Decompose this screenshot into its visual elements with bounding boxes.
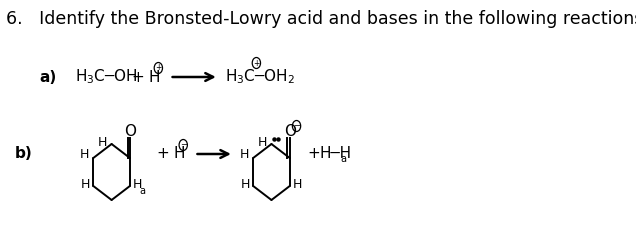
Text: +: + bbox=[155, 64, 162, 73]
Text: H: H bbox=[174, 146, 185, 162]
Text: +: + bbox=[308, 146, 321, 162]
Text: H: H bbox=[98, 136, 107, 148]
Text: H: H bbox=[149, 70, 160, 84]
Text: H: H bbox=[81, 178, 90, 192]
Text: a: a bbox=[140, 186, 146, 196]
Text: a): a) bbox=[39, 70, 57, 84]
Text: +: + bbox=[132, 70, 144, 84]
Text: −: − bbox=[180, 141, 187, 149]
Text: H: H bbox=[240, 147, 249, 161]
Text: O: O bbox=[284, 123, 296, 139]
Text: H: H bbox=[258, 136, 267, 148]
Text: +: + bbox=[253, 58, 259, 68]
Text: O: O bbox=[124, 123, 136, 139]
Text: H: H bbox=[293, 178, 302, 192]
Text: H: H bbox=[133, 178, 142, 192]
Text: −: − bbox=[293, 121, 300, 131]
Text: H$_3$C─OH$_2$: H$_3$C─OH$_2$ bbox=[225, 68, 294, 86]
Text: a: a bbox=[341, 154, 347, 164]
Text: b): b) bbox=[15, 146, 33, 162]
Text: H─H: H─H bbox=[320, 146, 352, 162]
Text: H: H bbox=[241, 178, 250, 192]
Text: 6.   Identify the Bronsted-Lowry acid and bases in the following reactions:: 6. Identify the Bronsted-Lowry acid and … bbox=[6, 10, 636, 28]
Text: H$_3$C─OH: H$_3$C─OH bbox=[76, 68, 138, 86]
Text: +: + bbox=[156, 146, 169, 162]
Text: H: H bbox=[80, 147, 90, 161]
